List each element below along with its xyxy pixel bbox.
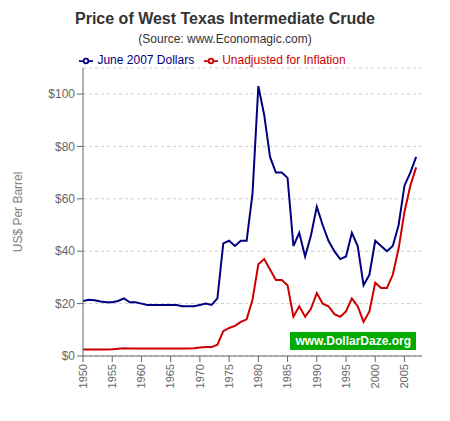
svg-text:$40: $40 — [55, 244, 75, 258]
svg-text:$20: $20 — [55, 297, 75, 311]
svg-text:1995: 1995 — [340, 364, 352, 388]
svg-text:US$ Per Barrel: US$ Per Barrel — [11, 172, 25, 253]
svg-text:$80: $80 — [55, 140, 75, 154]
svg-text:1960: 1960 — [135, 364, 147, 388]
svg-text:1985: 1985 — [281, 364, 293, 388]
svg-text:$60: $60 — [55, 192, 75, 206]
html-text:Price of West Texas Intermedia: Price of West Texas Intermediate Crude — [75, 10, 375, 27]
svg-text:1975: 1975 — [223, 364, 235, 388]
html-text:(Source: www.Economagic.com): (Source: www.Economagic.com) — [138, 32, 312, 46]
html-text:www.DollarDaze.org: www.DollarDaze.org — [295, 334, 411, 348]
svg-text:1980: 1980 — [252, 364, 264, 388]
svg-text:$100: $100 — [48, 87, 75, 101]
svg-text:2000: 2000 — [369, 364, 381, 388]
svg-text:2005: 2005 — [398, 364, 410, 388]
html-text:June 2007 Dollars: June 2007 Dollars — [97, 53, 195, 67]
svg-text:$0: $0 — [62, 349, 76, 363]
svg-text:1955: 1955 — [106, 364, 118, 388]
svg-text:1950: 1950 — [77, 364, 89, 388]
svg-text:1965: 1965 — [164, 364, 176, 388]
svg-text:1990: 1990 — [311, 364, 323, 388]
html-text:Unadjusted for Inflation: Unadjusted for Inflation — [222, 53, 346, 67]
svg-text:1970: 1970 — [194, 364, 206, 388]
